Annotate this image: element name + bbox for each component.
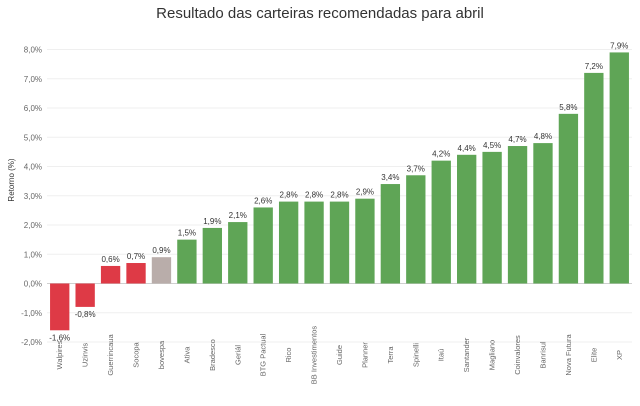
data-label: 2,6% [254, 196, 272, 205]
data-label: 0,9% [152, 246, 170, 255]
data-label: 4,7% [508, 135, 526, 144]
category-labels: Walpires Uzinvis Guerrincaua Socopa bovespa A… [55, 326, 624, 385]
category-label: Coinvalores [513, 335, 522, 375]
data-label: 2,8% [305, 191, 323, 200]
y-tick-label: 2,0% [24, 221, 42, 230]
bar[interactable] [584, 72, 604, 284]
data-label: 4,4% [458, 144, 476, 153]
category-label: Spinelli [411, 343, 420, 368]
data-label: 3,7% [407, 164, 425, 173]
bar[interactable] [100, 265, 121, 284]
data-label: 1,5% [178, 229, 196, 238]
bar[interactable] [50, 283, 70, 331]
data-label: 2,8% [280, 191, 298, 200]
category-label: Ativa [182, 346, 191, 364]
data-label: 2,8% [330, 191, 348, 200]
bar[interactable] [507, 146, 528, 284]
bar[interactable] [457, 154, 477, 284]
bar[interactable] [355, 198, 375, 284]
data-label: 2,1% [229, 211, 247, 220]
bar[interactable] [177, 239, 197, 284]
category-label: Banrisul [538, 341, 547, 368]
bar[interactable] [151, 257, 172, 284]
category-label: Rico [284, 347, 293, 362]
category-label: Uzinvis [81, 343, 90, 367]
category-label: Guerrincaua [106, 334, 115, 376]
y-tick-labels: 8,0% 7,0% 6,0% 5,0% 4,0% 3,0% 2,0% 1,0% 0,0% -1,0… [21, 46, 42, 348]
data-label: 4,2% [432, 150, 450, 159]
data-label: 7,9% [610, 41, 628, 50]
data-label: -0,8% [75, 310, 96, 319]
bar[interactable] [482, 151, 502, 284]
category-label: Socopa [132, 341, 141, 367]
category-label: Planner [360, 342, 369, 368]
y-tick-label: 1,0% [24, 250, 42, 259]
bar[interactable] [75, 283, 95, 307]
bar[interactable] [304, 201, 324, 284]
data-label: 0,6% [101, 255, 119, 264]
bar[interactable] [406, 175, 426, 284]
category-label: Terra [386, 346, 395, 364]
category-label: Itaú [437, 349, 446, 362]
bar[interactable] [126, 263, 146, 284]
y-tick-label: -2,0% [21, 338, 42, 347]
y-tick-label: 8,0% [24, 46, 42, 55]
bar[interactable] [558, 113, 579, 284]
data-labels: -1,6% -0,8% 0,6% 0,7% 0,9% 1,5% 1,9% 2,1% 2,6% 2,… [49, 41, 628, 342]
data-label: 7,2% [585, 62, 603, 71]
bar[interactable] [329, 201, 350, 284]
category-label: bovespa [157, 340, 166, 369]
category-label: Magliano [488, 340, 497, 370]
category-label: Walpires [55, 340, 64, 369]
y-axis-title: Retorno (%) [7, 158, 16, 201]
data-label: 1,9% [203, 217, 221, 226]
category-label: Bradesco [208, 339, 217, 371]
category-label: Geriál [233, 345, 242, 365]
data-label: 2,9% [356, 188, 374, 197]
y-tick-label: -1,0% [21, 309, 42, 318]
bar[interactable] [431, 160, 451, 284]
data-label: 4,8% [534, 132, 552, 141]
category-label: Guide [335, 345, 344, 365]
bar[interactable] [202, 227, 222, 284]
y-tick-label: 4,0% [24, 163, 42, 172]
category-label: XP [615, 350, 624, 360]
bar[interactable] [228, 222, 248, 284]
category-label: BB Investimentos [310, 326, 319, 385]
data-label: 4,5% [483, 141, 501, 150]
bar[interactable] [533, 143, 553, 284]
y-tick-label: 0,0% [24, 280, 42, 289]
gridlines [47, 49, 632, 343]
bar[interactable] [380, 184, 401, 284]
y-tick-label: 6,0% [24, 104, 42, 113]
bar[interactable] [278, 201, 299, 284]
category-label: Nova Futura [564, 334, 573, 376]
chart-title: Resultado das carteiras recomendadas par… [156, 5, 484, 22]
data-label: 5,8% [559, 103, 577, 112]
category-label: Elite [589, 348, 598, 363]
data-label: -1,6% [49, 333, 70, 342]
y-tick-label: 5,0% [24, 133, 42, 142]
bar[interactable] [253, 207, 273, 284]
category-label: Santander [462, 337, 471, 372]
y-tick-label: 7,0% [24, 75, 42, 84]
bar[interactable] [609, 52, 629, 284]
category-label: BTG Pactual [259, 333, 268, 376]
y-tick-label: 3,0% [24, 192, 42, 201]
bars [50, 52, 629, 331]
data-label: 0,7% [127, 252, 145, 261]
data-label: 3,4% [381, 173, 399, 182]
